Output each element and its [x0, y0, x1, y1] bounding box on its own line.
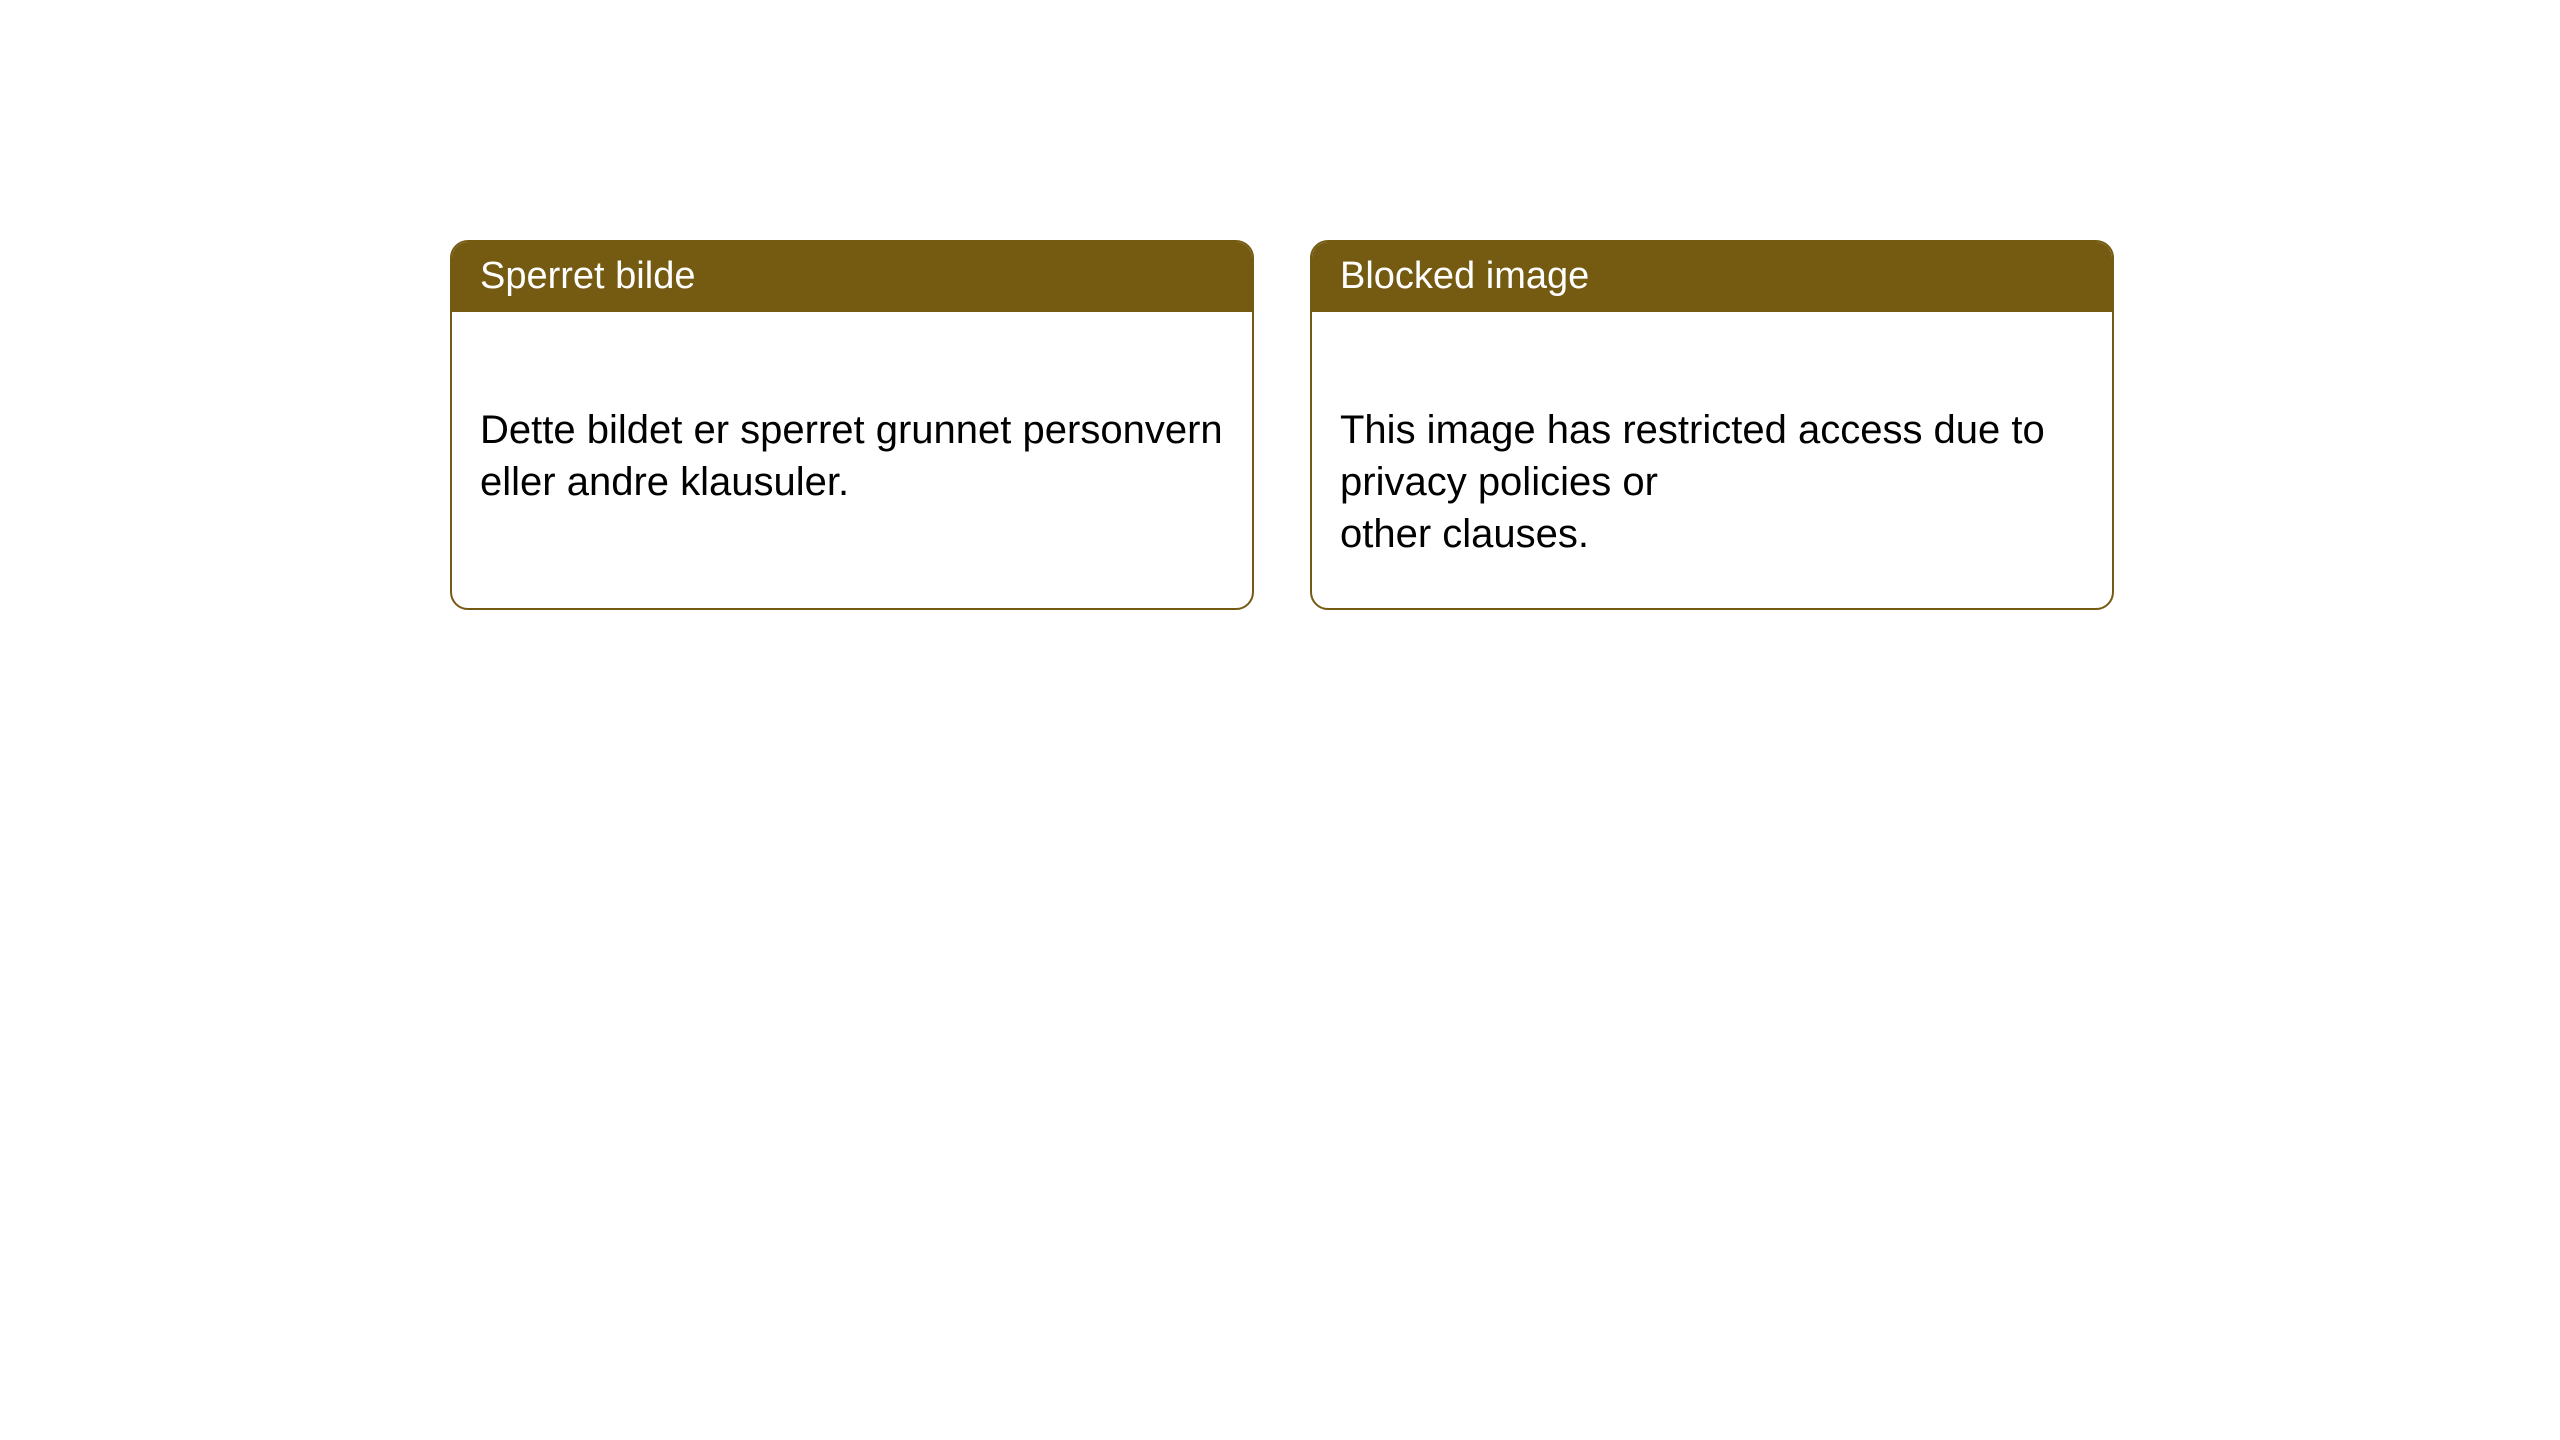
- notice-header: Blocked image: [1312, 242, 2112, 312]
- notice-body: Dette bildet er sperret grunnet personve…: [452, 312, 1252, 582]
- notice-container: Sperret bilde Dette bildet er sperret gr…: [0, 0, 2560, 610]
- notice-box-norwegian: Sperret bilde Dette bildet er sperret gr…: [450, 240, 1254, 610]
- notice-title: Sperret bilde: [480, 255, 695, 297]
- notice-title: Blocked image: [1340, 255, 1589, 297]
- notice-message: This image has restricted access due to …: [1340, 408, 2045, 556]
- notice-header: Sperret bilde: [452, 242, 1252, 312]
- notice-body: This image has restricted access due to …: [1312, 312, 2112, 608]
- notice-box-english: Blocked image This image has restricted …: [1310, 240, 2114, 610]
- notice-message: Dette bildet er sperret grunnet personve…: [480, 408, 1223, 504]
